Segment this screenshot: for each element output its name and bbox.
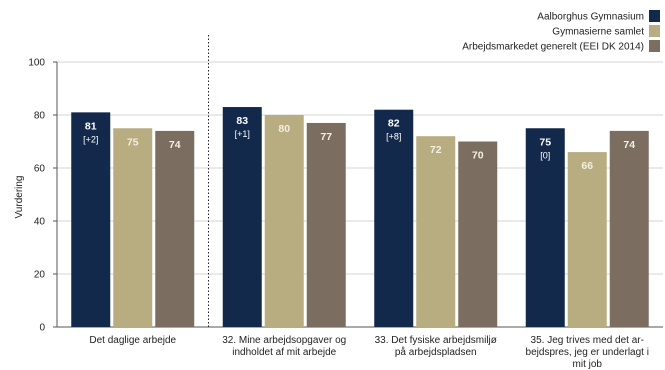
data-label: 75 [539,136,551,148]
bar [113,128,153,327]
bar [416,136,456,327]
x-tick-label: på arbejdspladsen [395,346,477,358]
delta-label: [+1] [235,129,250,139]
x-tick-label: 35. Jeg trives med det ar- [531,335,644,346]
legend-swatch [649,25,660,37]
bar [306,122,346,327]
data-label: 66 [581,160,593,172]
bar [71,112,111,327]
y-axis: 0 20 40 60 80 100 [28,58,58,334]
x-tick-label: bejdspres, jeg er underlagt i [526,347,649,358]
data-label: 83 [236,115,248,127]
delta-label: [+2] [83,134,98,144]
x-tick-label: Det daglige arbejde [89,335,176,346]
x-tick-label: indholdet af mit arbejde [232,347,336,358]
data-label: 82 [388,118,400,130]
legend-label: Arbejdsmarkedet generelt (EEI DK 2014) [462,42,644,53]
bar [222,107,262,327]
y-axis-label: Vurdering [14,176,25,219]
data-label: 74 [623,139,635,151]
bars: 81 [+2] 75 74 83 [+1] 80 77 82 [+8] 72 70 75 [0] 66 74 [71,107,649,327]
y-tick-label: 100 [28,58,45,69]
y-tick-label: 80 [34,111,46,122]
bar [609,130,649,327]
y-tick-label: 60 [34,164,46,175]
data-label: 70 [472,150,484,162]
y-tick-label: 0 [39,323,45,334]
bar [458,141,498,327]
legend-label: Gymnasierne samlet [552,27,644,38]
legend-label: Aalborghus Gymnasium [537,12,644,23]
data-label: 80 [278,123,290,135]
data-label: 74 [169,139,181,151]
bar [525,128,565,327]
y-tick-label: 20 [34,270,46,281]
x-tick-label: mit job [573,359,603,370]
bar [567,152,607,327]
data-label: 75 [127,136,139,148]
delta-label: [+8] [386,132,401,142]
data-label: 72 [430,144,442,156]
legend-swatch [649,40,660,52]
data-label: 77 [320,131,332,143]
bar [264,115,304,327]
bar [374,109,414,327]
data-label: 81 [85,120,97,132]
x-tick-label: 33. Det fysiske arbejdsmiljø [375,335,497,346]
bar [155,130,195,327]
delta-label: [0] [540,150,550,160]
legend-swatch [649,10,660,22]
y-tick-label: 40 [34,217,46,228]
x-tick-label: 32. Mine arbejdsopgaver og [222,335,346,346]
x-axis: Det daglige arbejde 32. Mine arbejdsopgav… [89,35,649,370]
legend: Aalborghus Gymnasium Gymnasierne samlet Ar… [462,10,660,53]
